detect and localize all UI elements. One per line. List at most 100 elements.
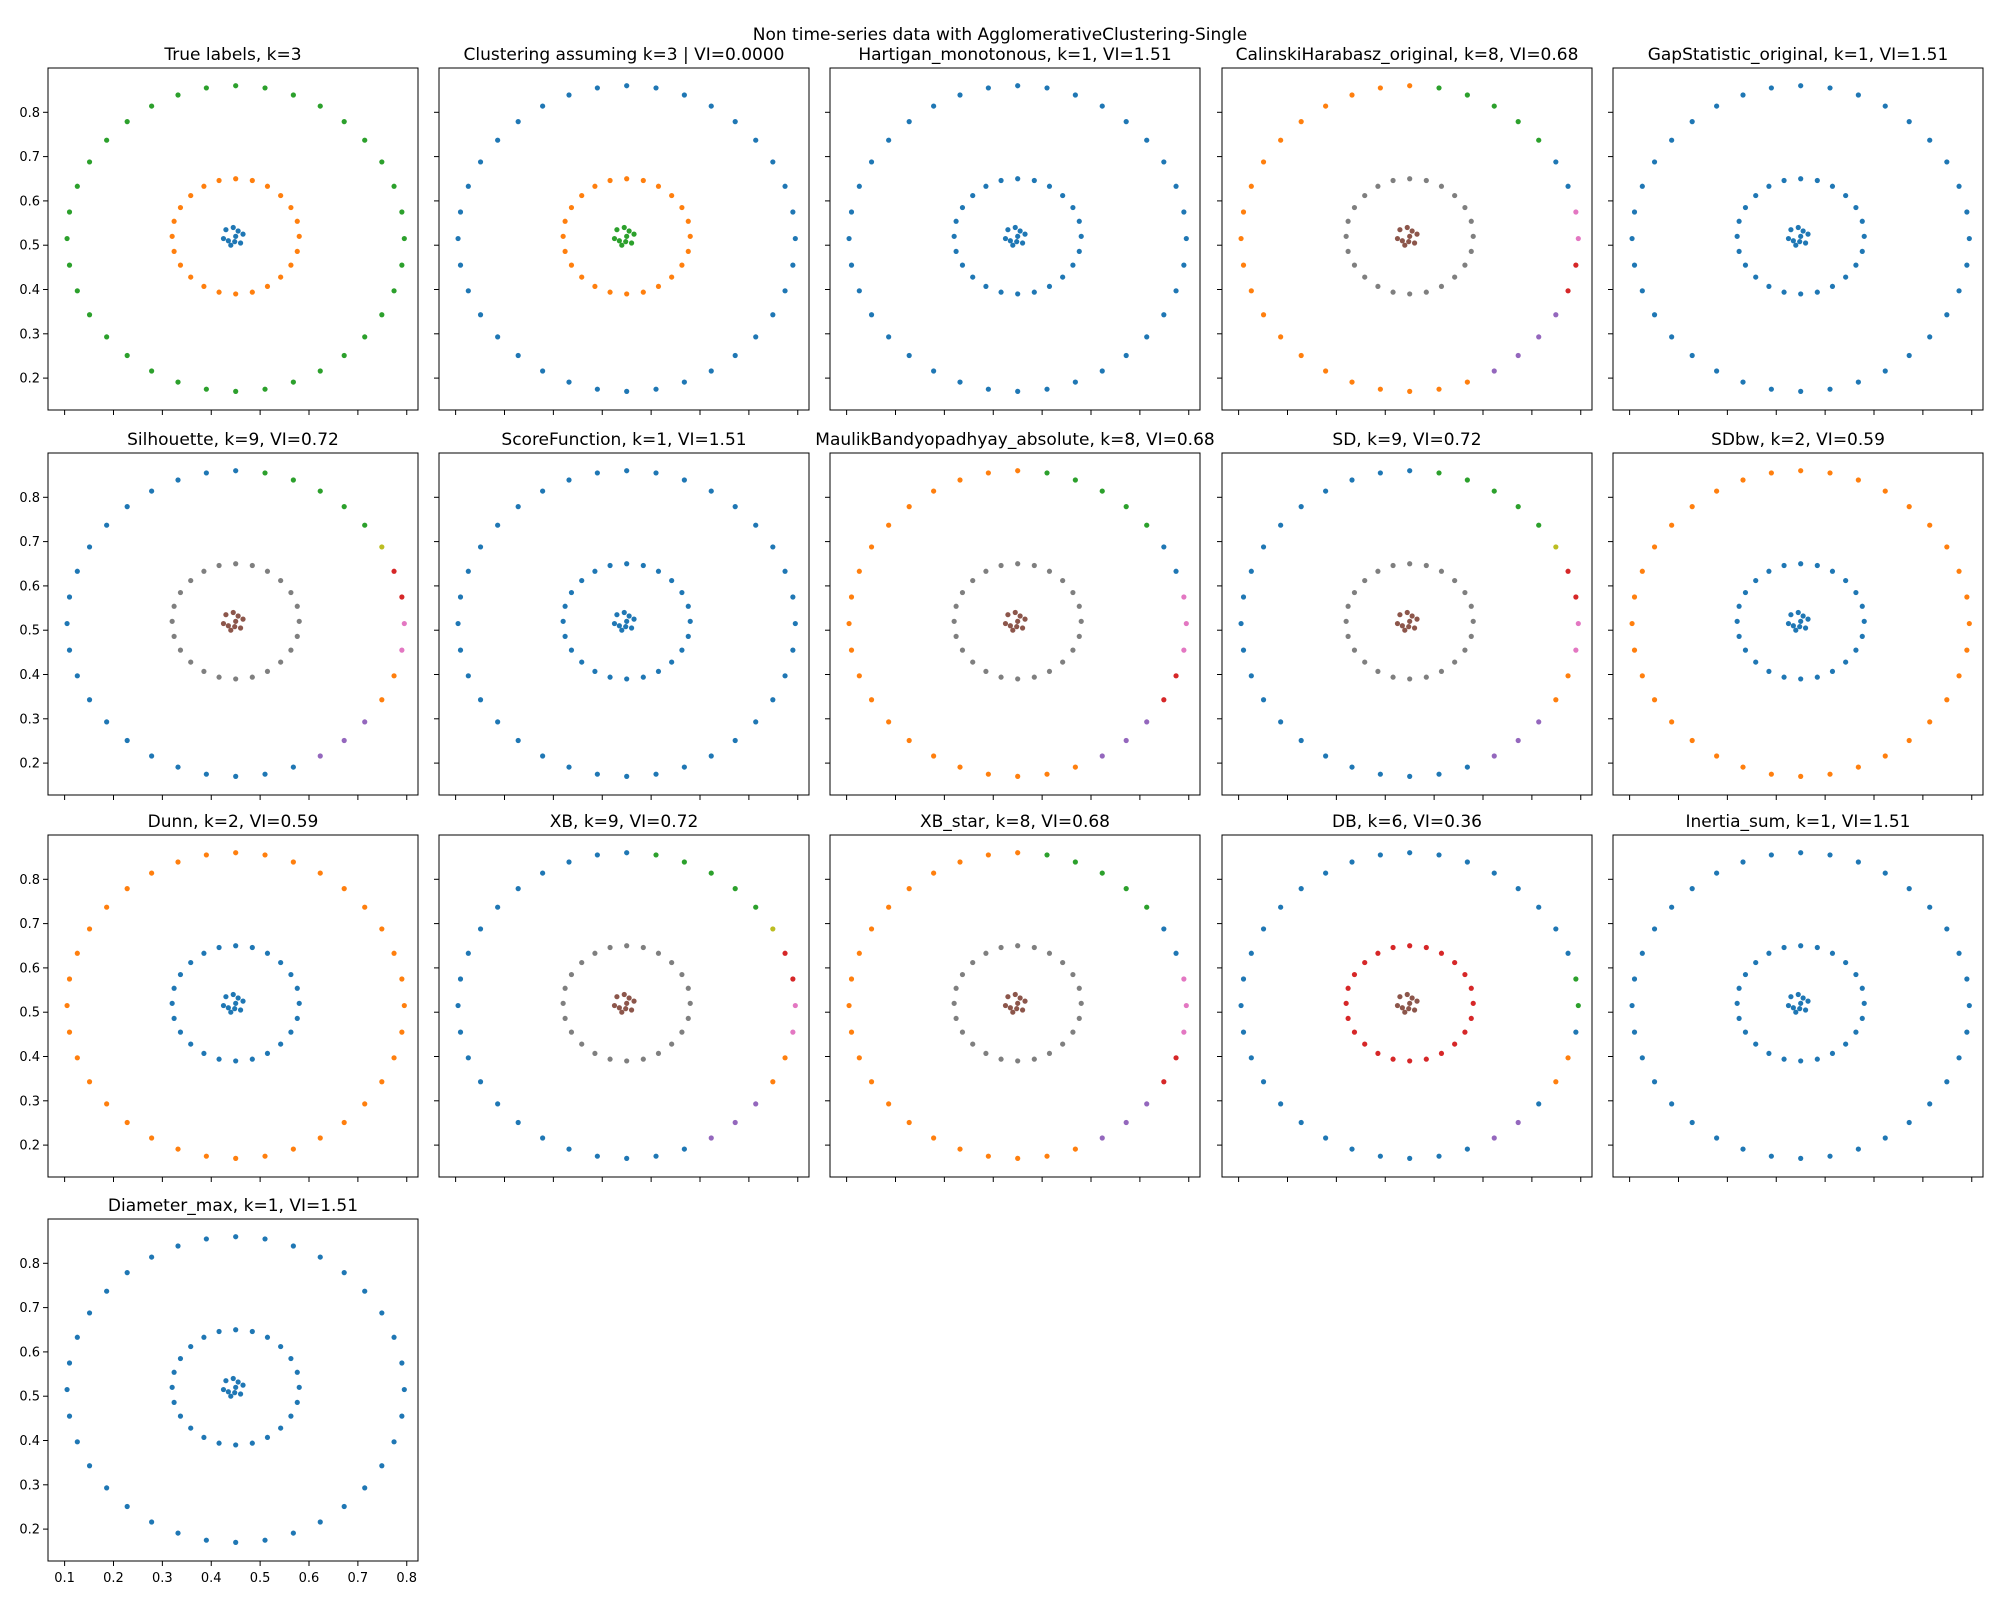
data-point bbox=[983, 1050, 989, 1057]
data-point bbox=[1956, 1055, 1962, 1061]
data-point bbox=[175, 859, 181, 865]
data-point bbox=[1639, 568, 1645, 574]
data-point bbox=[1651, 544, 1658, 550]
data-point bbox=[290, 92, 296, 98]
data-point bbox=[868, 926, 875, 932]
data-point bbox=[1798, 1058, 1804, 1064]
data-point bbox=[959, 204, 966, 211]
data-point bbox=[1800, 613, 1806, 619]
data-point bbox=[1298, 352, 1304, 359]
subplot: Clustering assuming k=3 | VI=0.0000 bbox=[434, 45, 810, 415]
data-point bbox=[579, 192, 585, 199]
data-point bbox=[1014, 1006, 1020, 1012]
data-point bbox=[1072, 477, 1078, 483]
data-point bbox=[1639, 673, 1645, 679]
data-point bbox=[1742, 971, 1749, 978]
data-point bbox=[1689, 886, 1695, 892]
data-point bbox=[225, 238, 231, 244]
data-point bbox=[846, 1002, 852, 1009]
data-point bbox=[288, 971, 294, 978]
axes-frame bbox=[47, 452, 419, 796]
data-point bbox=[124, 886, 130, 892]
data-point bbox=[931, 753, 937, 759]
data-point bbox=[188, 192, 194, 199]
data-point bbox=[1005, 227, 1011, 233]
data-point bbox=[1438, 668, 1445, 675]
data-point bbox=[1181, 209, 1187, 215]
data-point bbox=[1181, 647, 1187, 653]
data-point bbox=[708, 488, 714, 494]
data-point bbox=[86, 1463, 93, 1469]
data-point bbox=[1859, 603, 1865, 609]
data-point bbox=[1855, 379, 1861, 385]
data-point bbox=[1402, 1009, 1408, 1015]
data-point bbox=[1323, 488, 1329, 494]
data-point bbox=[1927, 719, 1933, 725]
data-point bbox=[1260, 926, 1267, 932]
data-point bbox=[631, 998, 637, 1004]
data-point bbox=[149, 753, 155, 759]
data-point bbox=[1956, 288, 1962, 294]
data-point bbox=[868, 544, 875, 550]
data-point bbox=[579, 959, 585, 966]
axes-frame bbox=[438, 452, 810, 796]
data-point bbox=[732, 504, 738, 510]
data-point bbox=[233, 618, 239, 624]
data-point bbox=[233, 1442, 239, 1448]
data-point bbox=[1855, 477, 1861, 483]
data-point bbox=[296, 618, 302, 624]
data-point bbox=[906, 886, 912, 892]
data-point bbox=[1805, 231, 1811, 237]
data-point bbox=[1790, 623, 1796, 629]
y-tick-label: 0.8 bbox=[19, 106, 40, 121]
data-point bbox=[399, 1029, 405, 1035]
data-point bbox=[886, 137, 892, 143]
data-point bbox=[288, 262, 294, 268]
data-point bbox=[1669, 904, 1675, 910]
data-point bbox=[1795, 991, 1801, 998]
data-point bbox=[1015, 83, 1021, 89]
data-point bbox=[1553, 312, 1559, 318]
data-point bbox=[220, 620, 227, 627]
data-point bbox=[1793, 242, 1799, 248]
data-point bbox=[1248, 568, 1254, 574]
data-point bbox=[455, 620, 461, 627]
data-point bbox=[1070, 204, 1076, 211]
data-point bbox=[681, 379, 687, 385]
data-point bbox=[1007, 623, 1013, 629]
data-point bbox=[1099, 753, 1105, 759]
data-point bbox=[1798, 176, 1804, 182]
data-point bbox=[1669, 334, 1675, 340]
data-point bbox=[685, 985, 691, 991]
subplot-title: Silhouette, k=9, VI=0.72 bbox=[127, 430, 339, 450]
data-point bbox=[232, 1390, 238, 1396]
data-point bbox=[86, 1079, 93, 1085]
data-point bbox=[687, 233, 693, 239]
data-point bbox=[391, 183, 397, 189]
data-point bbox=[1375, 568, 1381, 574]
data-point bbox=[1351, 589, 1358, 596]
data-point bbox=[685, 248, 691, 255]
data-point bbox=[983, 668, 989, 675]
data-point bbox=[998, 562, 1004, 569]
data-point bbox=[1076, 985, 1082, 991]
data-point bbox=[959, 589, 966, 596]
data-point bbox=[1536, 904, 1542, 910]
data-point bbox=[1031, 177, 1037, 184]
data-point bbox=[848, 209, 855, 215]
axes-frame bbox=[829, 452, 1201, 796]
data-point bbox=[1044, 470, 1050, 476]
data-point bbox=[1927, 137, 1933, 143]
data-point bbox=[1753, 659, 1759, 665]
data-point bbox=[1394, 620, 1401, 627]
data-point bbox=[1076, 218, 1082, 224]
data-point bbox=[1861, 1000, 1867, 1006]
data-point bbox=[1829, 1050, 1836, 1057]
data-point bbox=[1362, 577, 1368, 584]
data-point bbox=[1345, 218, 1351, 224]
data-point bbox=[1375, 1050, 1381, 1057]
data-point bbox=[669, 1041, 675, 1047]
data-point bbox=[401, 620, 407, 627]
data-point bbox=[1575, 1002, 1581, 1009]
data-point bbox=[540, 488, 546, 494]
